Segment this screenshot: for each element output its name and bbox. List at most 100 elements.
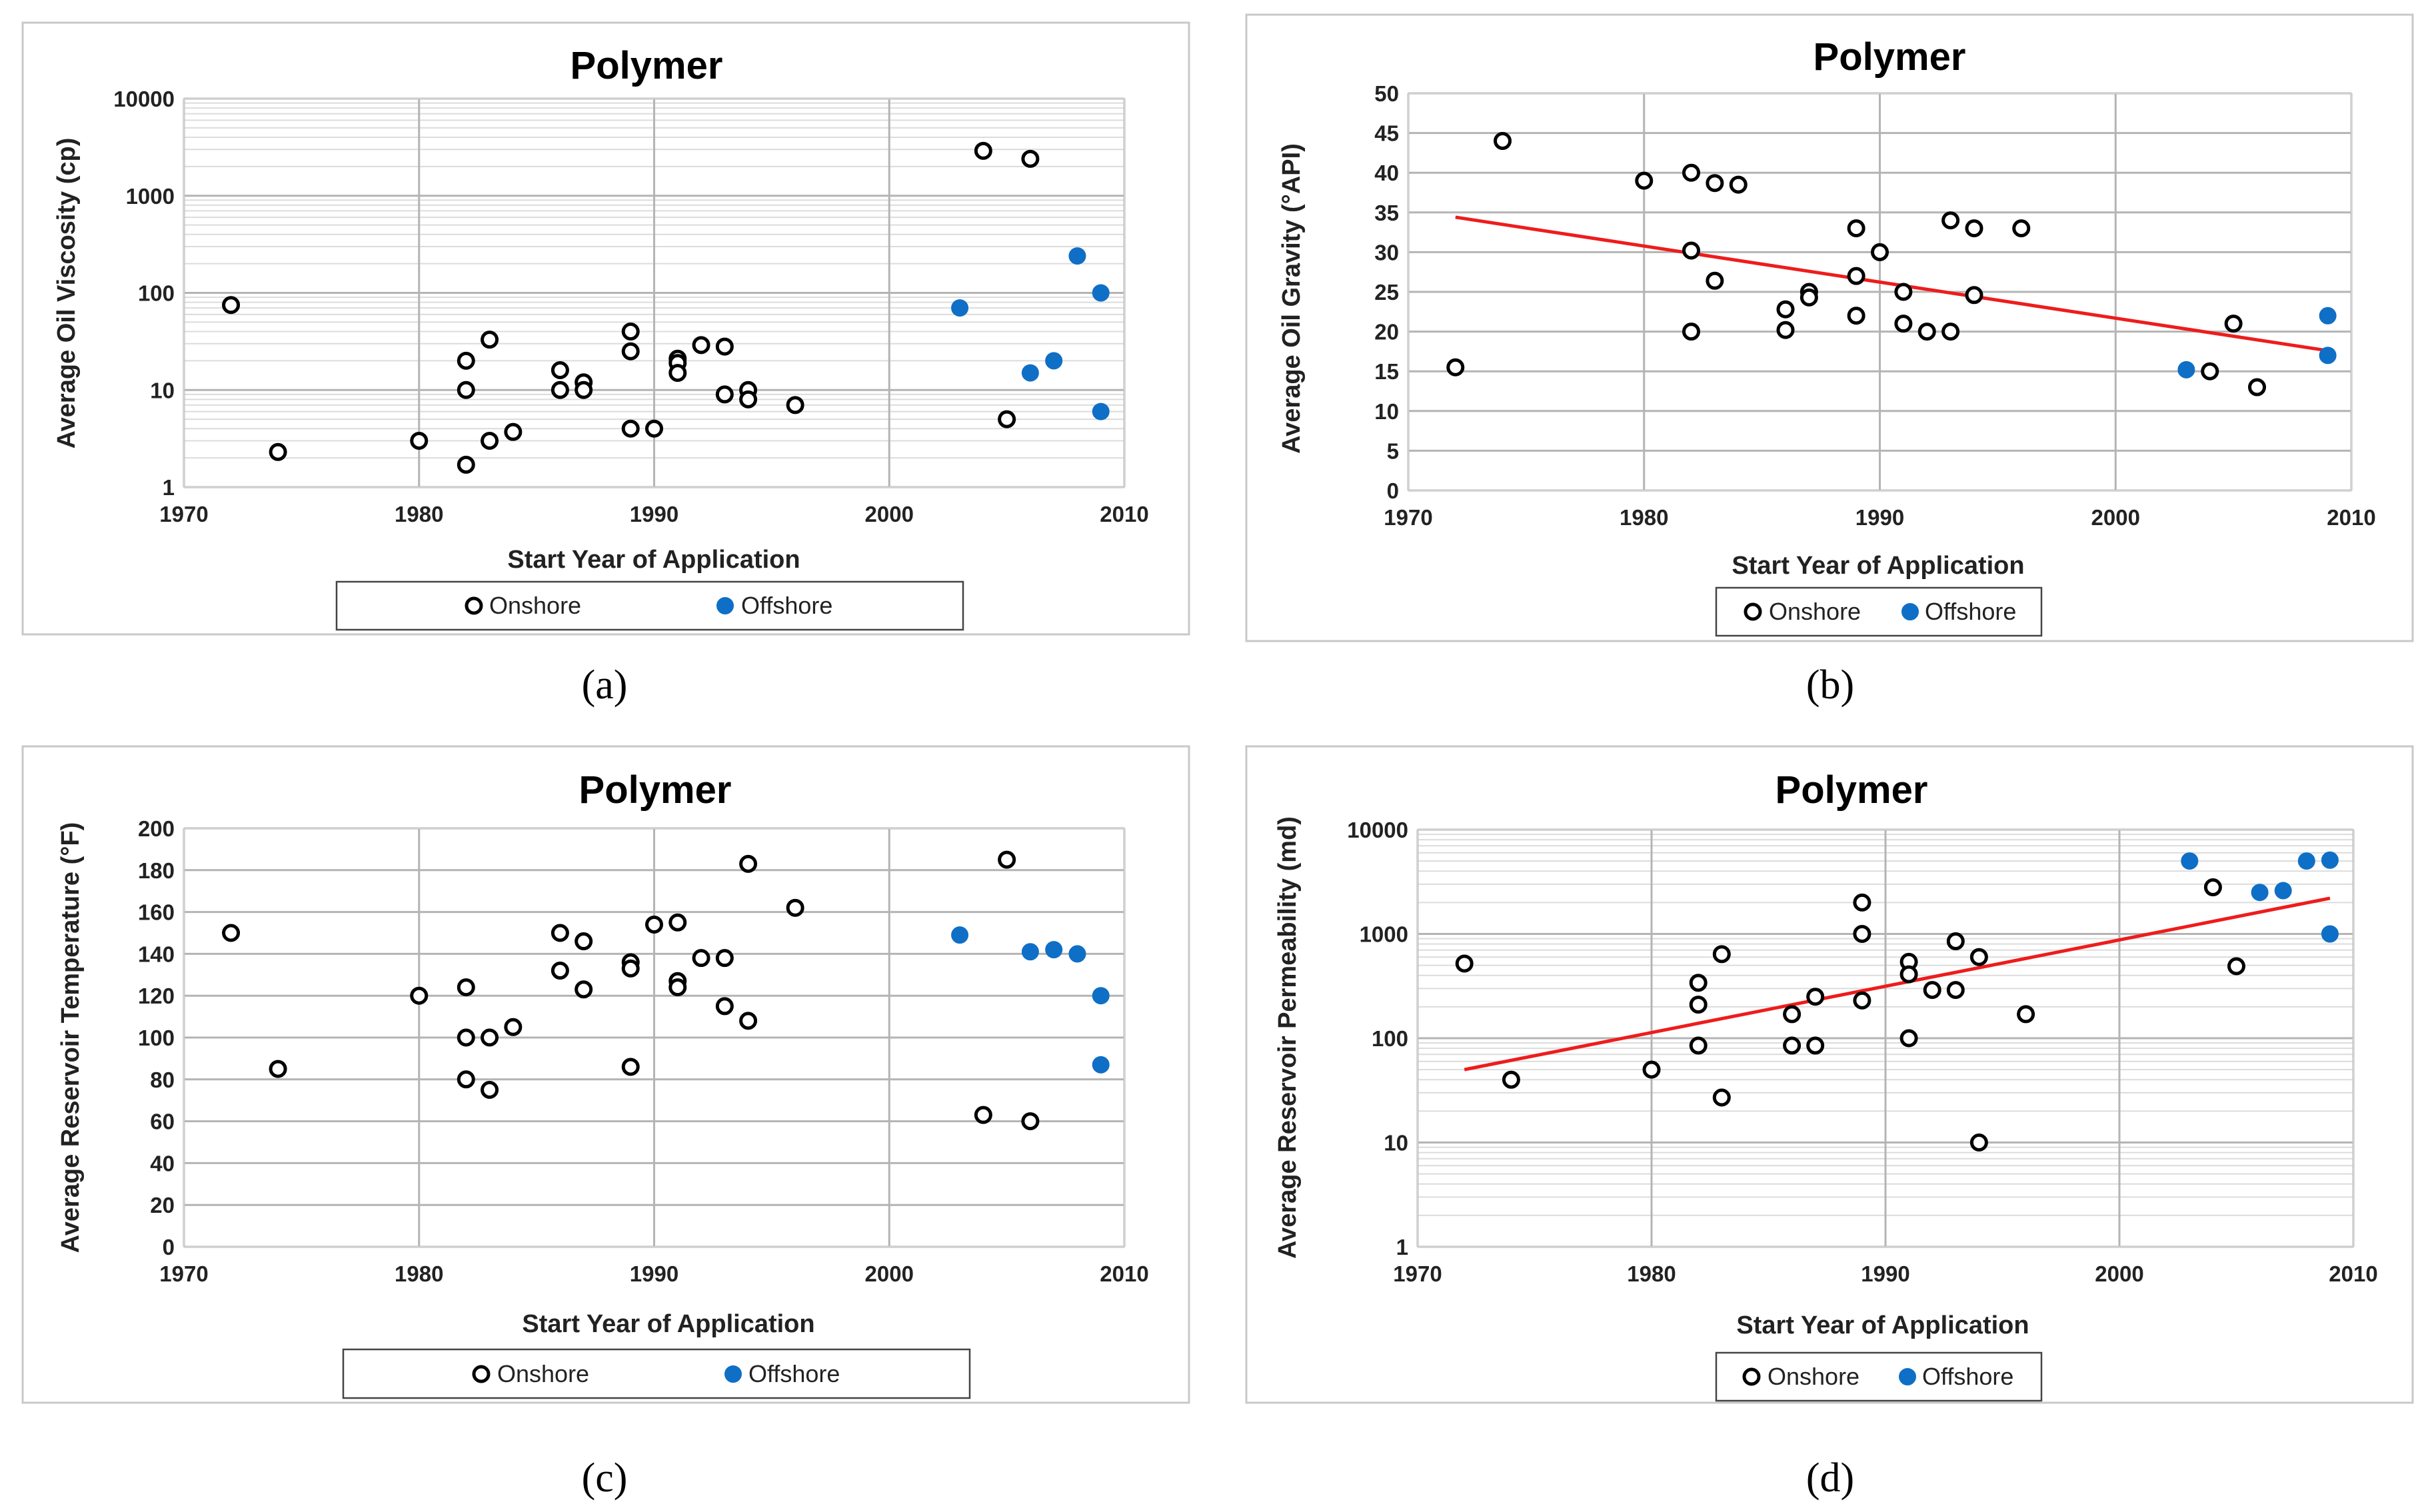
point-onshore <box>1689 1036 1708 1055</box>
data-points <box>1446 132 2337 396</box>
point-onshore <box>974 1106 992 1124</box>
point-onshore <box>1894 315 1913 333</box>
y-tick-label: 0 <box>1387 478 1399 503</box>
point-offshore <box>2177 361 2195 378</box>
point-onshore <box>222 296 241 315</box>
chart-panel-d: Polymer 1 10 100 1000 10000 1970 1980 1990 2000… <box>1245 745 2414 1501</box>
trendline-layer <box>1464 896 2331 1072</box>
point-onshore <box>269 1060 287 1078</box>
point-onshore <box>457 455 475 474</box>
y-axis-label: Average Oil Gravity (°API) <box>1278 143 1306 454</box>
point-onshore <box>1712 1088 1731 1107</box>
point-onshore <box>551 380 569 399</box>
point-onshore <box>998 410 1016 428</box>
panel-caption: (c) <box>582 1455 628 1501</box>
y-tick-label: 120 <box>138 984 175 1008</box>
x-tick-label: 1980 <box>1620 505 1668 530</box>
chart-title: Polymer <box>571 44 723 87</box>
x-tick-label: 1990 <box>630 1261 678 1286</box>
y-tick-label: 45 <box>1374 121 1399 146</box>
point-onshore <box>1682 163 1700 182</box>
chart-panel-b: Polymer 0 5 10 15 20 25 30 35 40 45 50 1970 1980 199… <box>1245 13 2414 708</box>
point-onshore <box>269 442 287 461</box>
point-onshore <box>481 1028 499 1047</box>
point-onshore <box>668 978 687 997</box>
point-onshore <box>1642 1060 1661 1079</box>
y-tick-label: 1000 <box>126 184 175 209</box>
legend-label-offshore: Offshore <box>748 1360 840 1387</box>
point-offshore <box>951 926 969 944</box>
y-tick-label: 1 <box>1396 1235 1408 1259</box>
point-onshore <box>1635 171 1654 190</box>
x-tick-label: 2010 <box>1100 502 1148 526</box>
point-offshore <box>2274 882 2292 900</box>
point-onshore <box>1946 981 1965 1000</box>
y-tick-label: 25 <box>1374 280 1399 305</box>
point-onshore <box>1712 945 1731 964</box>
y-tick-label: 10000 <box>113 87 175 111</box>
point-onshore <box>692 949 710 968</box>
x-tick-label: 1970 <box>1393 1261 1442 1286</box>
data-points <box>1455 851 2339 1151</box>
trendline-layer <box>1455 215 2329 353</box>
point-onshore <box>1776 300 1795 319</box>
point-onshore <box>998 850 1016 869</box>
point-onshore <box>1682 323 1700 341</box>
point-onshore <box>1502 1070 1520 1089</box>
point-onshore <box>1729 175 1748 194</box>
y-tick-label: 20 <box>150 1193 175 1217</box>
point-onshore <box>410 986 429 1005</box>
plot-area <box>1417 829 2354 1247</box>
x-tick-label: 2010 <box>1100 1261 1148 1286</box>
x-tick-label: 2010 <box>2327 505 2375 530</box>
point-onshore <box>457 351 475 370</box>
y-tick-label: 100 <box>138 281 175 306</box>
point-onshore <box>1941 323 1960 341</box>
point-onshore <box>504 422 523 441</box>
x-tick-label: 1970 <box>1384 505 1432 530</box>
x-axis-label: Start Year of Application <box>1736 1311 2029 1339</box>
point-onshore <box>1965 286 1983 305</box>
legend-label-onshore: Onshore <box>489 592 581 619</box>
point-offshore <box>1021 943 1039 961</box>
point-onshore <box>1847 267 1865 285</box>
point-onshore <box>2201 362 2219 380</box>
legend-box <box>1715 586 2043 637</box>
point-onshore <box>1899 1029 1918 1048</box>
legend-label-offshore: Offshore <box>1922 1363 2013 1390</box>
x-tick-labels: 1970 1980 1990 2000 2010 <box>159 502 1148 526</box>
y-tick-label: 160 <box>138 900 175 925</box>
y-tick-label: 5 <box>1387 438 1399 463</box>
point-offshore <box>1021 364 1039 382</box>
x-tick-label: 1970 <box>159 1261 208 1286</box>
x-tick-label: 2000 <box>865 1261 914 1286</box>
point-offshore <box>1092 402 1110 420</box>
chart-panel-a: Polymer 1 10 100 1000 10000 1970 1980 1990 2000… <box>21 21 1190 708</box>
y-tick-label: 10 <box>1384 1131 1408 1155</box>
point-onshore <box>1847 307 1865 325</box>
point-onshore <box>621 322 640 341</box>
point-onshore <box>1783 1036 1802 1055</box>
y-tick-label: 15 <box>1374 359 1399 384</box>
point-offshore <box>1092 987 1110 1005</box>
point-onshore <box>1800 288 1818 307</box>
point-onshore <box>457 1070 475 1089</box>
point-offshore <box>2319 347 2337 365</box>
y-tick-label: 1000 <box>1360 922 1408 947</box>
point-offshore <box>951 299 969 317</box>
y-tick-label: 80 <box>150 1068 175 1092</box>
y-tick-labels: 1 10 100 1000 10000 <box>1347 818 1408 1259</box>
x-tick-labels: 1970 1980 1990 2000 2010 <box>1384 505 2375 530</box>
point-onshore <box>575 932 593 951</box>
point-onshore <box>621 959 640 978</box>
chart-panel-c: Polymer 0 20 40 60 80 100 120 140 160 180 200 1970… <box>21 745 1190 1501</box>
point-onshore <box>551 962 569 980</box>
point-onshore <box>1853 893 1871 912</box>
point-onshore <box>575 380 593 399</box>
y-axis-label: Average Reservoir Temperature (°F) <box>57 822 85 1253</box>
point-onshore <box>739 1012 758 1030</box>
point-onshore <box>1941 211 1960 230</box>
point-onshore <box>1806 1036 1825 1055</box>
y-axis-label: Average Oil Viscosity (cp) <box>53 138 81 449</box>
